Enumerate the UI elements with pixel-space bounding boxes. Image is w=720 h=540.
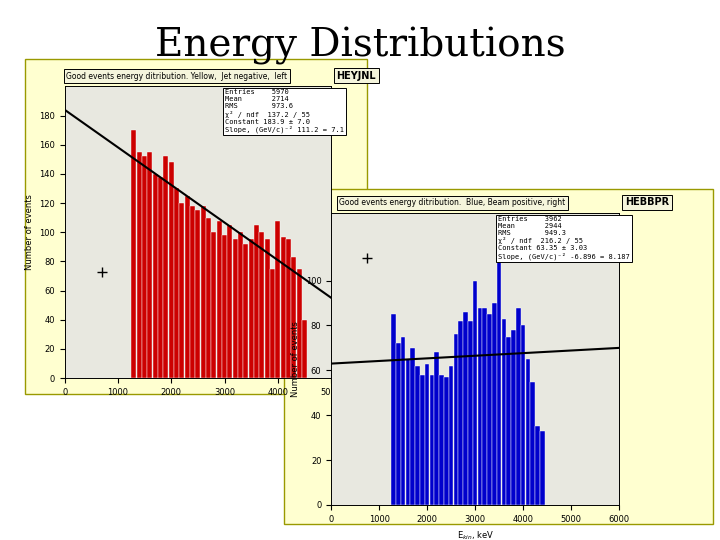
Bar bbox=[506, 336, 511, 505]
Bar bbox=[415, 366, 420, 505]
Bar bbox=[158, 177, 163, 378]
Bar bbox=[212, 232, 217, 378]
Bar bbox=[190, 206, 195, 378]
Bar bbox=[291, 257, 297, 378]
Text: Good events energy ditribution.  Blue, Beam positive, right: Good events energy ditribution. Blue, Be… bbox=[339, 199, 565, 207]
Bar bbox=[401, 336, 405, 505]
Bar bbox=[259, 232, 264, 378]
Bar bbox=[459, 321, 463, 505]
Bar bbox=[511, 330, 516, 505]
Bar bbox=[497, 247, 501, 505]
Bar bbox=[243, 244, 248, 378]
Bar bbox=[142, 157, 147, 378]
Bar bbox=[286, 240, 291, 378]
Bar bbox=[163, 157, 168, 378]
Bar bbox=[420, 375, 425, 505]
Bar bbox=[228, 225, 233, 378]
Bar bbox=[238, 232, 243, 378]
Bar bbox=[131, 130, 137, 378]
Bar bbox=[217, 220, 222, 378]
Bar bbox=[275, 220, 280, 378]
Bar bbox=[477, 307, 482, 505]
Bar bbox=[473, 281, 477, 505]
Bar bbox=[463, 312, 468, 505]
Text: Entries    5970
Mean       2714
RMS        973.6
χ² / ndf  137.2 / 55
Constant 1: Entries 5970 Mean 2714 RMS 973.6 χ² / nd… bbox=[225, 89, 343, 133]
Bar bbox=[206, 218, 211, 378]
Bar bbox=[281, 237, 286, 378]
Bar bbox=[434, 353, 439, 505]
Bar bbox=[425, 363, 429, 505]
Bar bbox=[502, 319, 506, 505]
Bar bbox=[468, 321, 472, 505]
Bar bbox=[482, 307, 487, 505]
Bar bbox=[254, 225, 259, 378]
Bar bbox=[449, 366, 454, 505]
Text: Energy Distributions: Energy Distributions bbox=[155, 27, 565, 65]
Bar bbox=[179, 203, 184, 378]
Bar bbox=[430, 375, 434, 505]
Bar bbox=[521, 326, 526, 505]
Bar bbox=[153, 174, 158, 378]
X-axis label: E$_{kin}$, keV: E$_{kin}$, keV bbox=[456, 529, 494, 540]
Bar bbox=[516, 307, 521, 505]
Text: HEBBPR: HEBBPR bbox=[625, 198, 669, 207]
Bar bbox=[540, 431, 544, 505]
Bar bbox=[201, 206, 206, 378]
Bar bbox=[184, 195, 190, 378]
Bar bbox=[439, 375, 444, 505]
Bar bbox=[492, 303, 497, 505]
Bar bbox=[137, 152, 142, 378]
Bar bbox=[168, 162, 174, 378]
Bar bbox=[405, 359, 410, 505]
Y-axis label: Number of events: Number of events bbox=[24, 194, 34, 270]
Bar bbox=[396, 343, 400, 505]
Bar bbox=[195, 210, 200, 378]
Bar bbox=[487, 314, 492, 505]
Y-axis label: Number of events: Number of events bbox=[291, 321, 300, 397]
Bar bbox=[454, 334, 458, 505]
Bar bbox=[535, 427, 540, 505]
Bar bbox=[531, 382, 535, 505]
Text: HEYJNL: HEYJNL bbox=[336, 71, 376, 80]
Bar bbox=[174, 188, 179, 378]
Bar bbox=[297, 268, 302, 378]
Bar bbox=[233, 240, 238, 378]
Bar bbox=[222, 235, 227, 378]
Bar bbox=[270, 268, 275, 378]
Bar bbox=[444, 377, 449, 505]
Bar bbox=[391, 314, 396, 505]
Text: Entries    3962
Mean       2944
RMS        949.3
χ² / ndf  216.2 / 55
Constant 6: Entries 3962 Mean 2944 RMS 949.3 χ² / nd… bbox=[498, 216, 630, 260]
Bar bbox=[526, 359, 530, 505]
Bar bbox=[302, 320, 307, 378]
Bar bbox=[265, 240, 270, 378]
Text: Good events energy ditribution. Yellow,  Jet negative,  left: Good events energy ditribution. Yellow, … bbox=[66, 72, 287, 80]
Bar bbox=[248, 240, 253, 378]
Bar bbox=[148, 152, 153, 378]
Bar bbox=[410, 348, 415, 505]
